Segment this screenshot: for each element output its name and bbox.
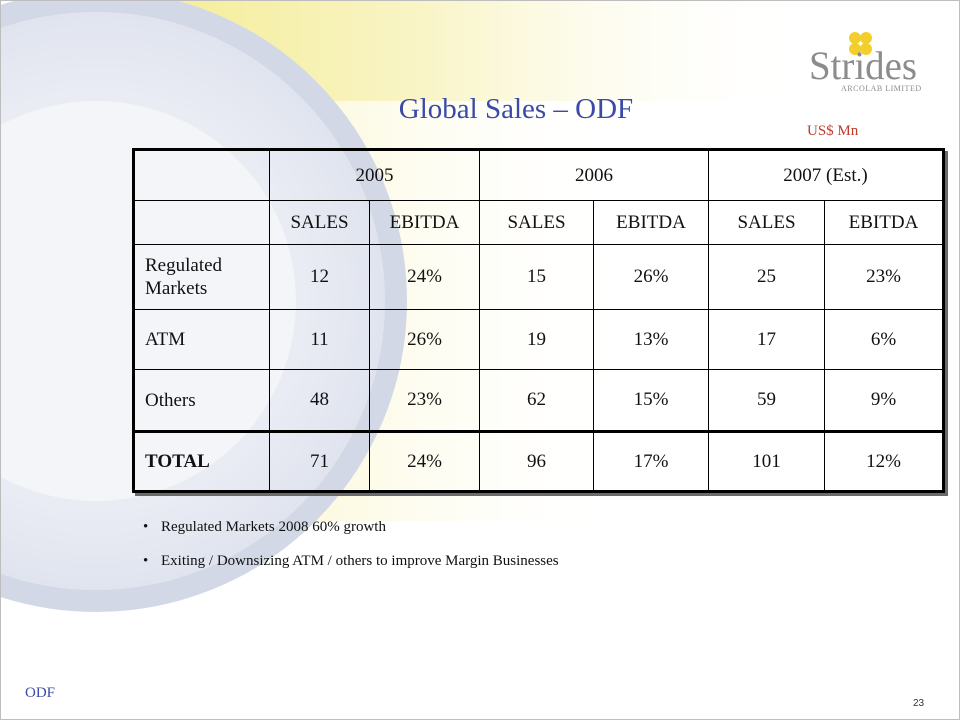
- svg-text:ARCOLAB LIMITED: ARCOLAB LIMITED: [841, 84, 922, 93]
- table-cell: 17%: [593, 430, 709, 492]
- table-cell: 11: [269, 309, 370, 370]
- table-row: Others 48 23% 62 15% 59 9%: [133, 369, 944, 432]
- table-row: Regulated Markets 12 24% 15 26% 25 23%: [133, 244, 944, 310]
- table-cell: 59: [708, 369, 825, 432]
- table-cell: 101: [708, 430, 825, 492]
- table-cell: 17: [708, 309, 825, 370]
- subheader-row: SALES EBITDA SALES EBITDA SALES EBITDA: [133, 200, 944, 245]
- table-cell: 13%: [593, 309, 709, 370]
- table-cell: 23%: [369, 369, 480, 432]
- table-cell: 6%: [824, 309, 944, 370]
- bullet-text: Regulated Markets 2008 60% growth: [161, 519, 386, 535]
- corner-cell: [133, 149, 270, 201]
- subheader-cell: EBITDA: [369, 200, 480, 245]
- bullet-item: • Exiting / Downsizing ATM / others to i…: [143, 553, 559, 573]
- bullet-list: • Regulated Markets 2008 60% growth • Ex…: [143, 519, 559, 587]
- slide-title: Global Sales – ODF: [398, 93, 634, 125]
- bullet-item: • Regulated Markets 2008 60% growth: [143, 519, 559, 539]
- year-header: 2007 (Est.): [708, 149, 944, 201]
- table-cell: 48: [269, 369, 370, 432]
- strides-logo: Strides ARCOLAB LIMITED: [807, 29, 927, 99]
- table-cell: 71: [269, 430, 370, 492]
- year-header: 2006: [479, 149, 709, 201]
- row-label: ATM: [133, 309, 270, 370]
- row-label: Regulated Markets: [133, 244, 270, 310]
- row-label: Others: [133, 369, 270, 432]
- table-cell: 19: [479, 309, 594, 370]
- page-number: 23: [913, 698, 925, 709]
- row-label: TOTAL: [133, 430, 270, 492]
- bullet-dot-icon: •: [143, 519, 149, 535]
- table-row: ATM 11 26% 19 13% 17 6%: [133, 309, 944, 370]
- footer-label: ODF: [25, 685, 56, 701]
- table-cell: 96: [479, 430, 594, 492]
- svg-text:Strides: Strides: [809, 43, 917, 88]
- bullet-text: Exiting / Downsizing ATM / others to imp…: [161, 553, 559, 569]
- table-cell: 25: [708, 244, 825, 310]
- sales-table: 2005 2006 2007 (Est.) SALES EBITDA SALES…: [132, 148, 945, 493]
- table-cell: 15%: [593, 369, 709, 432]
- table-cell: 9%: [824, 369, 944, 432]
- table-cell: 12%: [824, 430, 944, 492]
- table-cell: 15: [479, 244, 594, 310]
- total-row: TOTAL 71 24% 96 17% 101 12%: [133, 430, 944, 492]
- subheader-cell: SALES: [708, 200, 825, 245]
- unit-note: US$ Mn: [807, 123, 859, 139]
- subheader-cell: SALES: [479, 200, 594, 245]
- subheader-cell: SALES: [269, 200, 370, 245]
- table-cell: 12: [269, 244, 370, 310]
- table-cell: 26%: [593, 244, 709, 310]
- table-cell: 62: [479, 369, 594, 432]
- table-cell: 23%: [824, 244, 944, 310]
- table-cell: 24%: [369, 430, 480, 492]
- subheader-cell: EBITDA: [593, 200, 709, 245]
- subheader-cell: EBITDA: [824, 200, 944, 245]
- year-header-row: 2005 2006 2007 (Est.): [133, 149, 944, 201]
- table-cell: 24%: [369, 244, 480, 310]
- table-cell: 26%: [369, 309, 480, 370]
- year-header: 2005: [269, 149, 480, 201]
- bullet-dot-icon: •: [143, 553, 149, 569]
- corner-cell: [133, 200, 270, 245]
